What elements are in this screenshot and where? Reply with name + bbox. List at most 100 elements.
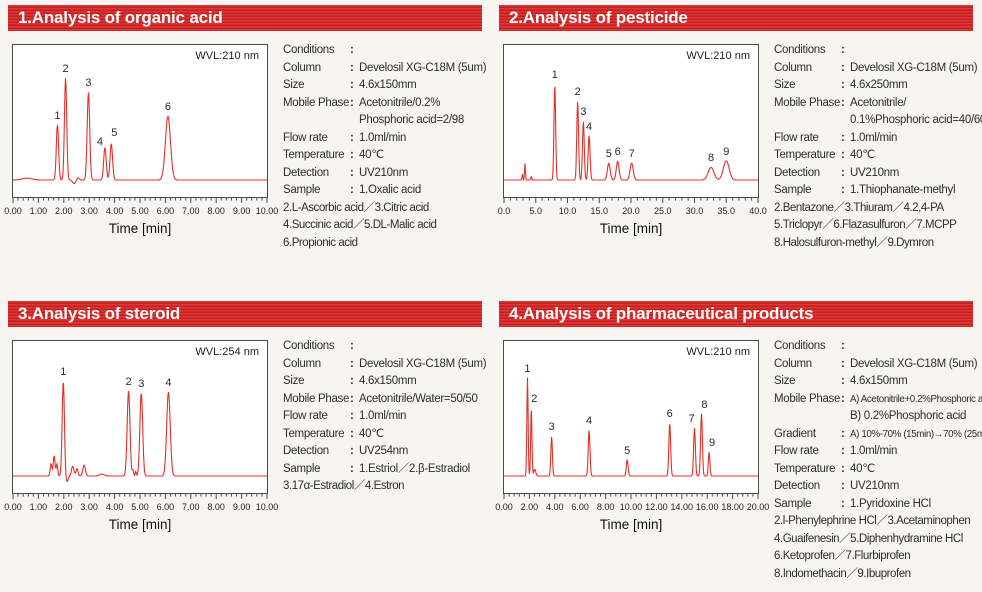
condition-value-line: 1.Thiophanate-methyl	[850, 184, 956, 196]
condition-value: UV210nm	[850, 478, 982, 496]
condition-value: Develosil XG-C18M (5um)	[850, 60, 982, 78]
condition-label: Temperature	[774, 462, 836, 475]
condition-label: Size	[283, 375, 305, 387]
peak-label: 3	[85, 77, 92, 90]
condition-value: 1.0ml/min	[359, 130, 486, 148]
condition-row: Mobile Phase: A) Acetonitrile+0.2%Phospho…	[774, 391, 982, 426]
tick-label: 0.00	[4, 206, 22, 216]
condition-colon: :	[350, 462, 354, 475]
condition-row: Conditions:	[283, 338, 486, 356]
condition-value-line: 4.6x150mm	[850, 375, 908, 387]
peak-label: 6	[666, 408, 673, 421]
wavelength-label: WVL:210 nm	[195, 50, 259, 62]
condition-label: Gradient	[774, 427, 816, 440]
condition-colon: :	[350, 427, 354, 440]
condition-label: Detection	[774, 166, 820, 179]
tick-label: 16.00	[695, 502, 719, 512]
chromatogram-svg	[503, 340, 759, 499]
condition-value: 1.0ml/min	[850, 443, 982, 461]
tick-label: 2.00	[55, 502, 73, 512]
panel-title: 3.Analysis of steroid	[18, 304, 181, 323]
condition-row: Temperature:40℃	[283, 426, 486, 444]
condition-row: Flow rate:1.0ml/min	[283, 408, 486, 426]
sample-list: 3.17α-Estradiol／4.Estron	[283, 478, 486, 496]
condition-value-line: Develosil XG-C18M (5um)	[850, 61, 978, 74]
condition-value-line: UV210nm	[850, 480, 900, 492]
sample-list: 2.L-Ascorbic acid／3.Citric acid 4.Succini…	[283, 200, 486, 253]
condition-colon: :	[841, 462, 845, 475]
chromatogram-svg	[503, 44, 759, 203]
condition-colon: :	[841, 392, 845, 405]
peak-label: 7	[688, 413, 695, 425]
tick-label: 4.00	[105, 206, 124, 216]
condition-value: 1.Oxalic acid	[359, 182, 486, 200]
wavelength-label: WVL:254 nm	[195, 346, 259, 358]
peak-label: 7	[628, 148, 635, 161]
condition-value: Develosil XG-C18M (5um)	[359, 60, 487, 78]
condition-colon: :	[350, 166, 354, 179]
condition-label: Size	[774, 79, 796, 91]
condition-row: Detection: UV210nm	[774, 165, 982, 183]
sample-list: 2.Bentazone／3.Thiuram／4.2,4-PA 5.Triclopy…	[774, 200, 982, 253]
tick-label: 15.0	[590, 206, 609, 216]
x-axis-title: Time [min]	[599, 517, 663, 532]
condition-row: Column: Develosil XG-C18M (5um)	[774, 356, 982, 374]
condition-label: Mobile Phase	[283, 96, 350, 109]
condition-value-line: 40℃	[850, 462, 875, 475]
condition-colon: :	[841, 357, 845, 370]
condition-colon: :	[350, 410, 354, 422]
condition-row: Size:4.6x150mm	[283, 373, 486, 391]
condition-row: Sample:1.Pyridoxine HCl	[774, 496, 982, 514]
condition-row: Mobile Phase: Acetonitrile/Water=50/50	[283, 391, 486, 409]
chromatogram-trace	[13, 382, 267, 483]
condition-value-line: Develosil XG-C18M (5um)	[359, 61, 487, 74]
sample-list-line: 8.Indomethacin／9.Ibuprofen	[774, 567, 911, 580]
condition-label: Detection	[283, 166, 329, 179]
peak-label: 3	[138, 378, 145, 391]
peak-label: 4	[96, 135, 103, 148]
condition-row: Temperature:40℃	[283, 147, 486, 165]
condition-label: Flow rate	[774, 131, 819, 144]
condition-value-line: A) Acetonitrile+0.2%Phosphoric acid	[850, 393, 982, 405]
condition-row: Detection: UV210nm	[283, 165, 486, 183]
condition-colon: :	[841, 184, 845, 196]
condition-label: Column	[283, 357, 321, 370]
condition-value-line: 1.0ml/min	[359, 131, 407, 144]
condition-colon: :	[350, 184, 354, 196]
tick-label: 6.00	[571, 502, 589, 512]
condition-value: UV210nm	[359, 165, 486, 183]
panel-title-bar: 4.Analysis of pharmaceutical products	[499, 301, 973, 327]
condition-row: Size:4.6x150mm	[774, 373, 982, 391]
condition-colon: :	[350, 149, 354, 161]
condition-row: Mobile Phase: Acetonitrile/0.2% Phosphoric…	[283, 95, 486, 130]
condition-value: 1.Estriol／2.β-Estradiol	[359, 461, 486, 479]
x-axis-tick-labels: 0.00 2.00 4.00 6.00 8.00 10.00 12.00 14.00 16.00…	[495, 502, 769, 515]
tick-label: 30.0	[685, 206, 704, 216]
condition-label: Flow rate	[283, 410, 328, 422]
tick-label: 0.0	[497, 206, 511, 216]
condition-value: Acetonitrile/Water=50/50	[359, 391, 486, 409]
condition-value: 4.6x150mm	[359, 77, 486, 95]
tick-label: 5.00	[131, 502, 149, 512]
condition-colon: :	[841, 131, 845, 144]
sample-list-line: 2.Bentazone／3.Thiuram／4.2,4-PA	[774, 201, 944, 214]
peak-label: 1	[551, 69, 558, 81]
sample-list-line: 4.Succinic acid／5.DL-Malic acid	[283, 219, 437, 231]
tick-label: 5.0	[529, 206, 543, 216]
tick-label: 8.00	[207, 206, 225, 216]
conditions-block: Conditions: Column: Develosil XG-C18M (5um…	[283, 42, 487, 253]
condition-row: Conditions:	[774, 338, 982, 356]
condition-value: 4.6x150mm	[359, 373, 486, 391]
tick-label: 10.00	[255, 502, 279, 512]
x-axis-ticks	[12, 197, 268, 203]
tick-label: 4.00	[546, 502, 564, 512]
condition-value-line: 40℃	[359, 149, 384, 161]
condition-row: Size:4.6x250mm	[774, 77, 982, 95]
peak-label: 4	[165, 377, 172, 389]
condition-label: Flow rate	[774, 445, 819, 457]
condition-row: Detection: UV210nm	[774, 478, 982, 496]
peak-label: 6	[614, 146, 621, 159]
condition-value-line: 4.6x250mm	[850, 79, 908, 91]
